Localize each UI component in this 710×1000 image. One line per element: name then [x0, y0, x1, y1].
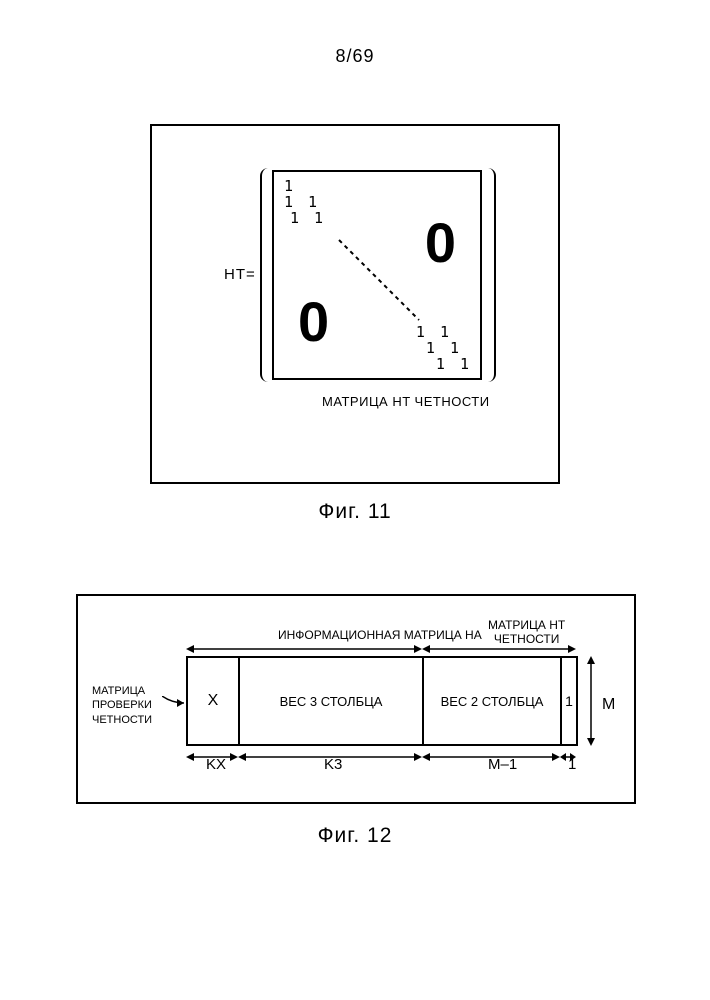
fig11-left-bracket [260, 168, 270, 382]
fig12-parity-l1: МАТРИЦА HT [488, 618, 565, 632]
fig12-frame: ИНФОРМАЦИОННАЯ МАТРИЦА HA МАТРИЦА HT ЧЕТ… [76, 594, 636, 804]
fig12-left-l1: МАТРИЦА [92, 684, 152, 698]
fig12-matrix-rect: X ВЕС 3 СТОЛБЦА ВЕС 2 СТОЛБЦА 1 [186, 656, 578, 746]
fig11-right-bracket [486, 168, 496, 382]
fig11-frame: HT= 0 0 1 1 1 1 1 1 1 1 1 1 1 МАТРИЦА HT… [150, 124, 560, 484]
fig12-label: Фиг. 12 [318, 824, 393, 848]
fig12-left-l3: ЧЕТНОСТИ [92, 713, 152, 727]
fig12-arrow-info [186, 642, 422, 656]
fig12-col-1: 1 [562, 658, 576, 744]
fig11-diagonal-line [274, 172, 480, 378]
fig12-arrow-parity [422, 642, 576, 656]
fig12-col-x: X [188, 658, 240, 744]
fig11-label: Фиг. 11 [318, 500, 391, 524]
fig12-col-weight2: ВЕС 2 СТОЛБЦА [424, 658, 562, 744]
fig12-kx-label: KX [206, 756, 226, 773]
fig12-info-matrix-label: ИНФОРМАЦИОННАЯ МАТРИЦА HA [278, 628, 482, 642]
fig11-ht-equals: HT= [224, 266, 256, 283]
fig11-caption: МАТРИЦА HT ЧЕТНОСТИ [322, 394, 490, 409]
fig12-m1-label: M–1 [488, 756, 517, 773]
fig12-left-pointer [162, 696, 186, 713]
fig12-one-label: 1 [568, 756, 576, 773]
fig11-diag-line [339, 240, 419, 320]
fig11-matrix: 0 0 1 1 1 1 1 1 1 1 1 1 1 [272, 170, 482, 380]
page-number: 8/69 [335, 46, 374, 67]
fig12-k3-label: K3 [324, 756, 342, 773]
fig12-left-l2: ПРОВЕРКИ [92, 698, 152, 712]
fig12-parity-check-label: МАТРИЦА ПРОВЕРКИ ЧЕТНОСТИ [92, 684, 152, 727]
fig12-col-weight3: ВЕС 3 СТОЛБЦА [240, 658, 424, 744]
fig12-arrow-m [584, 656, 598, 746]
fig12-m-label: M [602, 696, 615, 714]
